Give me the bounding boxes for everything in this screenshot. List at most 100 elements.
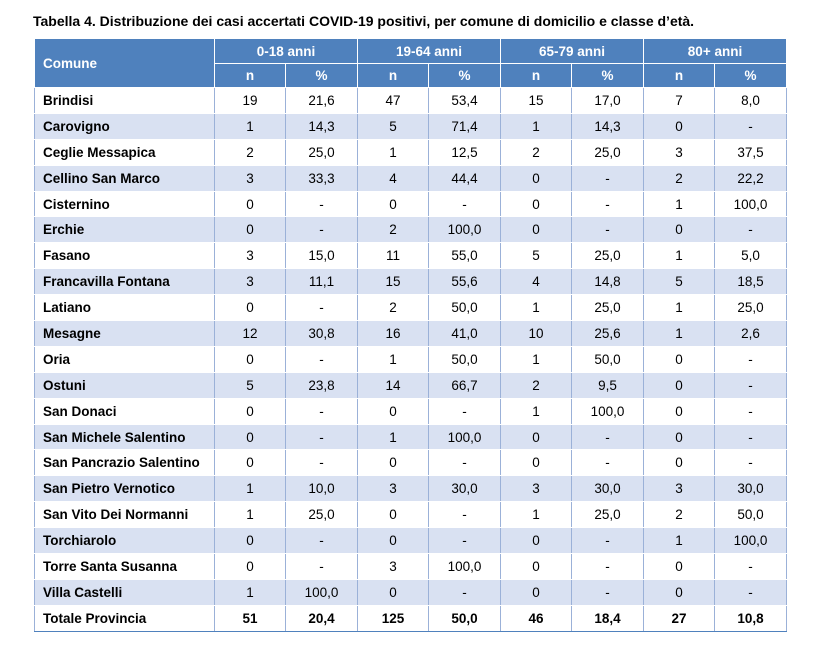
- total-label: Totale Provincia: [34, 604, 215, 632]
- percent-cell: -: [428, 501, 501, 529]
- percent-cell: 55,6: [428, 268, 501, 296]
- subheader-pct: %: [285, 63, 358, 88]
- percent-cell: 5,0: [714, 242, 787, 270]
- percent-cell: 50,0: [428, 346, 501, 373]
- count-cell: 10: [500, 320, 572, 347]
- table-row: San Pietro Vernotico 1 10,0 3 30,0 3 30,0 3 30,0: [34, 475, 787, 503]
- count-cell: 3: [214, 268, 286, 296]
- comune-name: Oria: [34, 346, 215, 373]
- percent-cell: 50,0: [714, 501, 787, 529]
- count-cell: 3: [214, 165, 286, 192]
- percent-cell: -: [571, 165, 644, 192]
- subheader-n: n: [643, 63, 715, 88]
- count-cell: 0: [214, 553, 286, 580]
- table-row: Fasano 3 15,0 11 55,0 5 25,0 1 5,0: [34, 242, 787, 270]
- count-cell: 0: [214, 191, 286, 218]
- count-cell: 1: [357, 139, 429, 166]
- percent-cell: 100,0: [428, 424, 501, 451]
- total-cell: 20,4: [285, 604, 358, 632]
- percent-cell: 37,5: [714, 139, 787, 166]
- comune-name: San Pancrazio Salentino: [34, 449, 215, 477]
- percent-cell: 9,5: [571, 372, 644, 399]
- percent-cell: -: [285, 553, 358, 580]
- subheader-pct: %: [714, 63, 787, 88]
- count-cell: 1: [500, 398, 572, 425]
- count-cell: 2: [500, 139, 572, 166]
- percent-cell: 25,0: [571, 139, 644, 166]
- percent-cell: -: [285, 398, 358, 425]
- table-row: San Michele Salentino 0-1 100,0 0-0-: [34, 424, 787, 451]
- subheader-n: n: [500, 63, 572, 88]
- table-row: Torre Santa Susanna 0-3 100,0 0-0-: [34, 553, 787, 580]
- comune-name: Fasano: [34, 242, 215, 270]
- count-cell: 2: [643, 165, 715, 192]
- percent-cell: -: [285, 449, 358, 477]
- table-row: San Pancrazio Salentino 0-0-0-0-: [34, 449, 787, 477]
- count-cell: 2: [643, 501, 715, 529]
- count-cell: 12: [214, 320, 286, 347]
- comune-name: Cellino San Marco: [34, 165, 215, 192]
- count-cell: 11: [357, 242, 429, 270]
- percent-cell: 15,0: [285, 242, 358, 270]
- percent-cell: -: [714, 372, 787, 399]
- comune-name: Torchiarolo: [34, 527, 215, 555]
- percent-cell: -: [285, 191, 358, 218]
- percent-cell: -: [285, 527, 358, 555]
- percent-cell: 8,0: [714, 87, 787, 114]
- count-cell: 0: [357, 527, 429, 555]
- comune-name: San Pietro Vernotico: [34, 475, 215, 503]
- percent-cell: -: [571, 216, 644, 244]
- percent-cell: -: [714, 346, 787, 373]
- comune-name: San Vito Dei Normanni: [34, 501, 215, 529]
- comune-name: Cisternino: [34, 191, 215, 218]
- count-cell: 1: [643, 294, 715, 322]
- count-cell: 0: [643, 113, 715, 140]
- percent-cell: 25,0: [571, 294, 644, 322]
- count-cell: 3: [643, 139, 715, 166]
- table-caption: Tabella 4. Distribuzione dei casi accert…: [33, 13, 695, 29]
- percent-cell: 100,0: [428, 216, 501, 244]
- percent-cell: -: [571, 553, 644, 580]
- count-cell: 5: [214, 372, 286, 399]
- count-cell: 1: [643, 527, 715, 555]
- count-cell: 1: [500, 346, 572, 373]
- percent-cell: -: [714, 113, 787, 140]
- percent-cell: 25,0: [285, 139, 358, 166]
- percent-cell: 25,6: [571, 320, 644, 347]
- percent-cell: 100,0: [571, 398, 644, 425]
- count-cell: 0: [500, 579, 572, 606]
- percent-cell: 12,5: [428, 139, 501, 166]
- count-cell: 2: [357, 294, 429, 322]
- count-cell: 0: [643, 553, 715, 580]
- percent-cell: -: [571, 191, 644, 218]
- count-cell: 1: [643, 320, 715, 347]
- count-cell: 19: [214, 87, 286, 114]
- count-cell: 1: [500, 501, 572, 529]
- table-row: Mesagne 12 30,8 16 41,0 10 25,6 1 2,6: [34, 320, 787, 347]
- count-cell: 5: [357, 113, 429, 140]
- subheader-n: n: [357, 63, 429, 88]
- header-group-19-64: 19-64 anni: [357, 38, 501, 64]
- percent-cell: -: [714, 449, 787, 477]
- table-row: Cellino San Marco 3 33,3 4 44,4 0-2 22,2: [34, 165, 787, 192]
- percent-cell: 14,3: [571, 113, 644, 140]
- count-cell: 2: [214, 139, 286, 166]
- percent-cell: 100,0: [714, 191, 787, 218]
- percent-cell: -: [428, 191, 501, 218]
- count-cell: 1: [643, 191, 715, 218]
- count-cell: 0: [643, 579, 715, 606]
- count-cell: 0: [214, 294, 286, 322]
- count-cell: 4: [357, 165, 429, 192]
- count-cell: 0: [643, 398, 715, 425]
- comune-name: Carovigno: [34, 113, 215, 140]
- table-row: Latiano 0-2 50,0 1 25,0 1 25,0: [34, 294, 787, 322]
- percent-cell: 30,8: [285, 320, 358, 347]
- header-group-65-79: 65-79 anni: [500, 38, 644, 64]
- percent-cell: -: [428, 398, 501, 425]
- percent-cell: 50,0: [428, 294, 501, 322]
- table-row: San Donaci 0-0-1 100,0 0-: [34, 398, 787, 425]
- count-cell: 0: [214, 346, 286, 373]
- count-cell: 3: [500, 475, 572, 503]
- count-cell: 1: [500, 294, 572, 322]
- count-cell: 1: [214, 501, 286, 529]
